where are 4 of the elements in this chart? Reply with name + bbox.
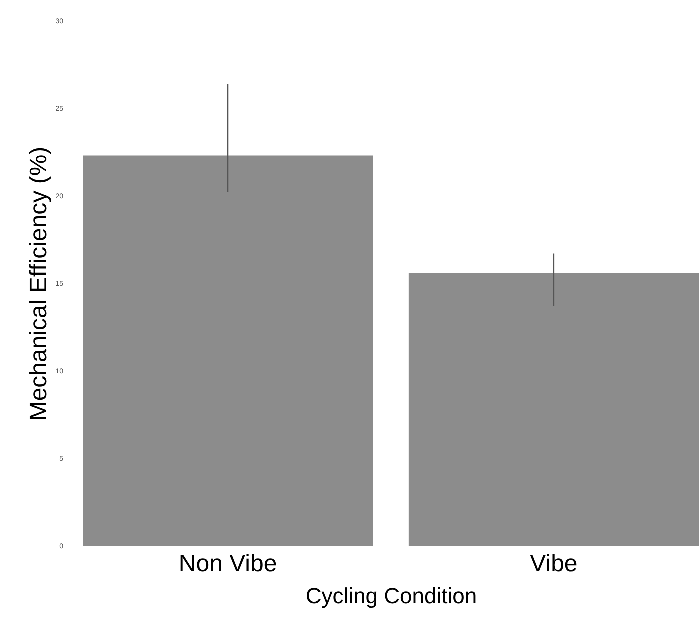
- y-axis-title: Mechanical Efficiency (%): [26, 146, 53, 422]
- x-tick-label: Non Vibe: [178, 550, 278, 578]
- x-tick-label: Vibe: [530, 550, 578, 578]
- x-axis-title: Cycling Condition: [306, 584, 478, 608]
